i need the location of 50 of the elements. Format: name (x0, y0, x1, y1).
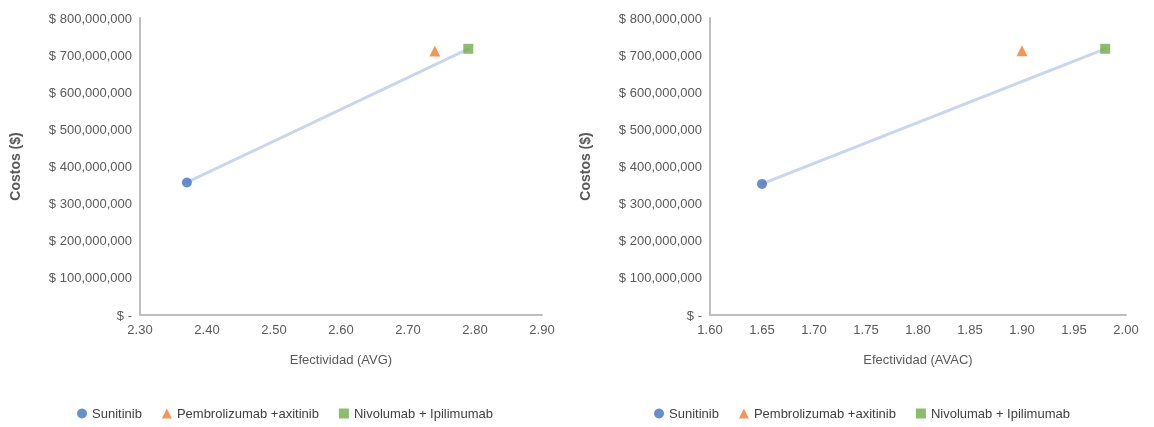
y-tick-label: $ 800,000,000 (48, 10, 132, 26)
point (757, 178, 767, 189)
x-tick-label: 1.85 (957, 322, 983, 337)
legend-label: Sunitinib (669, 406, 719, 421)
x-tick-label: 2.30 (127, 322, 153, 337)
y-tick-label: $ - (116, 307, 132, 323)
y-tick-label: $ 400,000,000 (48, 159, 132, 174)
x-axis-title: Efectividad (AVAC) (863, 352, 973, 367)
legend-label: Sunitinib (92, 406, 142, 421)
point (1100, 43, 1111, 54)
x-tick-label: 2.40 (194, 322, 220, 337)
y-axis-title: Costos ($) (577, 132, 593, 201)
point (463, 43, 474, 54)
x-tick-label: 1.70 (801, 322, 827, 337)
y-tick-label: $ 100,000,000 (48, 270, 132, 286)
point (429, 45, 441, 57)
legend-label: Pembrolizumab +axitinib (753, 406, 896, 421)
point (1016, 45, 1028, 57)
x-tick-label: 1.65 (749, 322, 775, 337)
legend-label: Nivolumab + Ipilimumab (930, 406, 1070, 421)
x-tick-label: 2.60 (328, 322, 354, 337)
x-tick-label: 2.90 (529, 322, 555, 337)
y-tick-label: $ - (686, 307, 702, 323)
legend-label: Pembrolizumab +axitinib (176, 406, 319, 421)
x-tick-label: 2.50 (261, 322, 287, 337)
y-tick-label: $ 300,000,000 (48, 196, 132, 212)
y-tick-label: $ 700,000,000 (618, 47, 702, 63)
y-tick-label: $ 600,000,000 (48, 84, 132, 100)
y-tick-label: $ 100,000,000 (618, 270, 702, 286)
x-tick-label: 2.80 (462, 322, 488, 337)
x-tick-label: 1.80 (905, 322, 931, 337)
x-axis-title: Efectividad (AVG) (289, 352, 393, 367)
x-tick-label: 1.60 (697, 322, 723, 337)
x-tick-label: 1.95 (1061, 322, 1087, 337)
y-tick-label: $ 200,000,000 (48, 233, 132, 249)
x-tick-label: 1.75 (853, 322, 879, 337)
point (181, 177, 192, 188)
y-tick-label: $ 400,000,000 (618, 159, 702, 174)
y-tick-label: $ 700,000,000 (48, 47, 132, 63)
y-tick-label: $ 600,000,000 (618, 84, 702, 100)
x-tick-label: 2.00 (1113, 322, 1139, 337)
legend-label: Nivolumab + Ipilimumab (353, 406, 493, 421)
x-tick-label: 2.70 (395, 322, 421, 337)
y-axis-title: Costos ($) (7, 132, 23, 201)
y-tick-label: $ 300,000,000 (618, 196, 702, 212)
y-tick-label: $ 500,000,000 (618, 121, 702, 137)
y-tick-label: $ 800,000,000 (618, 10, 702, 26)
y-tick-label: $ 500,000,000 (48, 121, 132, 137)
y-tick-label: $ 200,000,000 (618, 233, 702, 249)
x-tick-label: 1.90 (1009, 322, 1035, 337)
